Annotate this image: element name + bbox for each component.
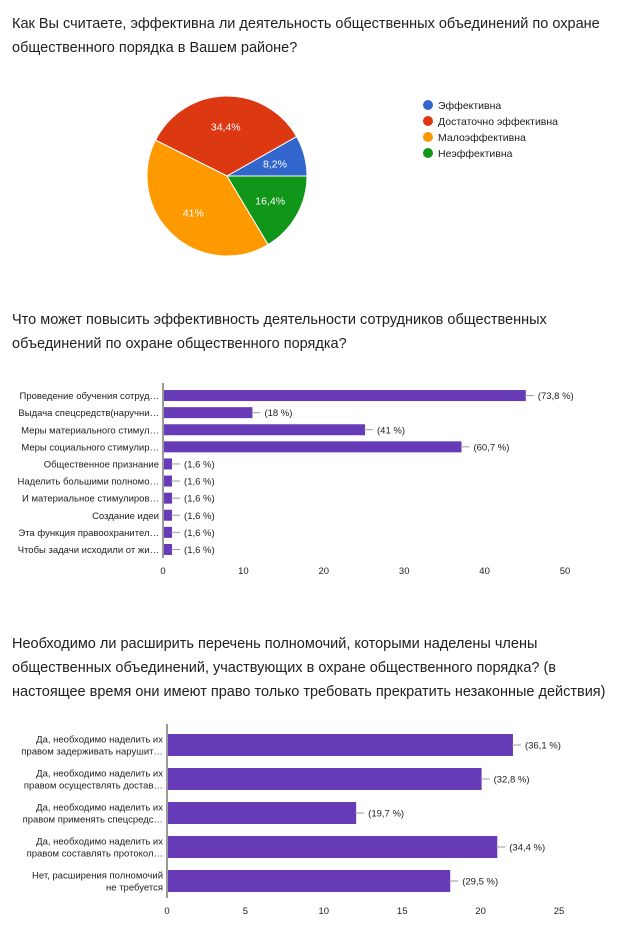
pie-slice-label: 8,2% — [263, 158, 287, 170]
bar — [168, 870, 451, 892]
category-label: Эта функция правоохранител… — [18, 528, 159, 539]
bar-chart-powers: Да, необходимо наделить их правом задержи… — [21, 724, 565, 917]
data-label: (29,5 %) — [462, 877, 498, 888]
data-label: (19,7 %) — [368, 809, 404, 820]
data-label: (18 %) — [264, 408, 292, 419]
category-label: Выдача спецсредств(наручни… — [18, 408, 159, 419]
question-3-title: Необходимо ли расширить перечень полномо… — [12, 636, 606, 700]
x-tick-label: 20 — [319, 566, 330, 577]
legend-marker — [423, 148, 433, 158]
category-label: Создание идеи — [92, 511, 159, 522]
pie-slice-label: 41% — [183, 207, 204, 219]
bar — [164, 509, 173, 521]
x-tick-label: 30 — [399, 566, 410, 577]
category-label: Общественное признание — [44, 459, 159, 470]
pie-slice — [154, 95, 298, 177]
data-label: (41 %) — [377, 425, 405, 436]
category-label: Да, необходимо наделить их правом применя… — [23, 803, 164, 826]
data-label: (1,6 %) — [184, 459, 215, 470]
legend-marker — [423, 132, 433, 142]
x-tick-label: 40 — [479, 566, 490, 577]
bar — [164, 390, 526, 402]
x-tick-label: 20 — [475, 906, 486, 917]
legend-marker — [423, 100, 433, 110]
data-label: (1,6 %) — [184, 545, 215, 556]
data-label: (1,6 %) — [184, 528, 215, 539]
bar — [164, 407, 253, 419]
pie-slice-label: 16,4% — [255, 195, 285, 207]
category-label: Меры социального стимулир… — [21, 442, 159, 453]
data-label: (32,8 %) — [494, 775, 530, 786]
legend-label: Достаточно эффективна — [438, 116, 558, 128]
category-label: Да, необходимо наделить их правом осущест… — [24, 769, 163, 792]
x-tick-label: 50 — [560, 566, 571, 577]
x-tick-label: 10 — [319, 906, 330, 917]
category-label: Да, необходимо наделить их правом задержи… — [21, 735, 163, 758]
data-label: (73,8 %) — [538, 391, 574, 402]
category-label: Проведение обучения сотруд… — [20, 391, 160, 402]
bar — [164, 526, 173, 538]
category-label: И материальное стимулиров… — [22, 494, 159, 505]
bar — [168, 836, 498, 858]
bar — [164, 458, 173, 470]
legend-label: Неэффективна — [438, 148, 513, 160]
pie-slice — [146, 139, 269, 257]
data-label: (36,1 %) — [525, 741, 561, 752]
bar — [168, 802, 357, 824]
bar — [164, 543, 173, 555]
data-label: (1,6 %) — [184, 477, 215, 488]
question-1-title: Как Вы считаете, эффективна ли деятельно… — [12, 16, 600, 56]
bar — [164, 441, 462, 453]
data-label: (1,6 %) — [184, 511, 215, 522]
data-label: (60,7 %) — [473, 442, 509, 453]
x-tick-label: 15 — [397, 906, 408, 917]
data-label: (34,4 %) — [509, 843, 545, 854]
category-label: Чтобы задачи исходили от жи… — [18, 545, 159, 556]
x-tick-label: 5 — [243, 906, 248, 917]
category-label: Наделить большими полномо… — [18, 477, 159, 488]
category-label: Нет, расширения полномочий не требуется — [32, 871, 163, 894]
legend-label: Эффективна — [438, 100, 501, 112]
x-tick-label: 0 — [160, 566, 165, 577]
data-label: (1,6 %) — [184, 494, 215, 505]
bar-chart-improvements: Проведение обучения сотруд… (73,8 %) Выдач… — [18, 383, 574, 577]
legend-marker — [423, 116, 433, 126]
legend-label: Малоэффективна — [438, 132, 526, 144]
bar — [168, 768, 482, 790]
bar — [168, 734, 513, 756]
x-tick-label: 25 — [554, 906, 565, 917]
pie-slice — [226, 175, 308, 246]
pie-chart: 8,2% 34,4% 41% 16,4% Эффективна Достаточно эф… — [146, 95, 558, 257]
bar — [164, 475, 173, 487]
question-2-title: Что может повысить эффективность деятель… — [12, 312, 547, 352]
category-label: Меры материального стимул… — [21, 425, 159, 436]
pie-slice-label: 34,4% — [211, 121, 241, 133]
bar — [164, 492, 173, 504]
bar — [164, 424, 365, 436]
x-tick-label: 10 — [238, 566, 249, 577]
x-tick-label: 0 — [164, 906, 169, 917]
category-label: Да, необходимо наделить их правом составл… — [27, 837, 164, 860]
